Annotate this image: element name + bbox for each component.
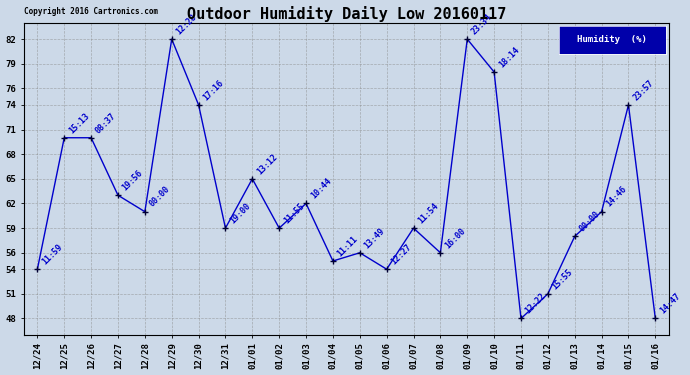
Text: 12:28: 12:28: [175, 12, 199, 36]
Text: 19:56: 19:56: [121, 168, 145, 192]
Text: 11:11: 11:11: [336, 234, 359, 258]
Text: 18:14: 18:14: [497, 45, 521, 69]
Title: Outdoor Humidity Daily Low 20160117: Outdoor Humidity Daily Low 20160117: [187, 6, 506, 21]
Text: 15:13: 15:13: [67, 111, 91, 135]
Text: 15:55: 15:55: [551, 267, 575, 291]
Text: 23:57: 23:57: [631, 78, 656, 102]
Text: 11:59: 11:59: [40, 242, 64, 266]
Text: 00:00: 00:00: [578, 210, 602, 234]
Text: Copyright 2016 Cartronics.com: Copyright 2016 Cartronics.com: [24, 8, 158, 16]
Text: 16:00: 16:00: [443, 226, 467, 250]
Text: 12:27: 12:27: [389, 242, 413, 266]
Text: 11:54: 11:54: [416, 201, 440, 225]
Text: 17:16: 17:16: [201, 78, 226, 102]
Text: 14:46: 14:46: [604, 185, 629, 209]
Text: 14:47: 14:47: [658, 292, 682, 316]
Text: 10:44: 10:44: [309, 177, 333, 201]
Text: 19:00: 19:00: [228, 201, 253, 225]
Text: 00:00: 00:00: [148, 185, 172, 209]
Text: 12:22: 12:22: [524, 292, 548, 316]
Text: 11:55: 11:55: [282, 201, 306, 225]
Text: 23:34: 23:34: [470, 12, 494, 36]
Text: 08:37: 08:37: [94, 111, 118, 135]
Text: 13:49: 13:49: [362, 226, 386, 250]
Text: 13:12: 13:12: [255, 152, 279, 176]
